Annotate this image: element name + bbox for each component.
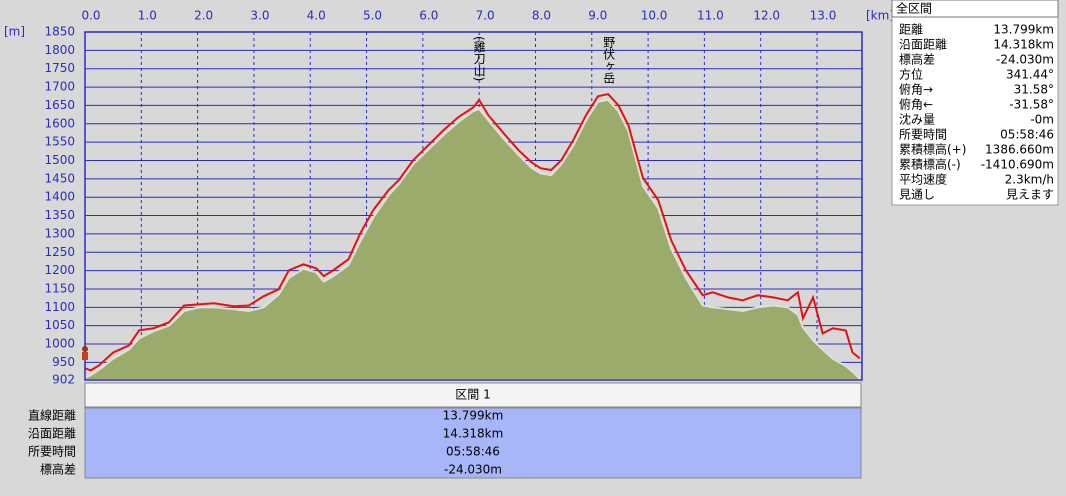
summary-value: 見えます — [1006, 188, 1054, 202]
y-tick-label: 1050 — [44, 318, 75, 332]
x-tick-label: 11.0 — [697, 9, 724, 23]
y-tick-label: 950 — [52, 355, 75, 369]
summary-value: 14.318km — [993, 38, 1054, 52]
summary-value: 31.58° — [1014, 83, 1054, 97]
summary-value: 05:58:46 — [1000, 128, 1054, 142]
x-tick-label: 2.0 — [194, 9, 213, 23]
segment-header: 区間 1 — [455, 388, 490, 402]
summary-label: 見通し — [899, 188, 935, 202]
y-tick-label: 1650 — [44, 98, 75, 112]
y-tick-label: 1350 — [44, 208, 75, 222]
summary-label: 所要時間 — [899, 128, 947, 142]
x-tick-label: 7.0 — [476, 9, 495, 23]
y-tick-label: 1750 — [44, 61, 75, 75]
summary-label: 沿面距離 — [899, 38, 947, 52]
segment-label: 直線距離 — [28, 408, 76, 423]
segment-value: -24.030m — [444, 463, 502, 477]
y-tick-label: 1250 — [44, 245, 75, 259]
track-line — [84, 92, 861, 372]
summary-title-box — [891, 0, 1059, 18]
y-tick-label: 1100 — [44, 300, 75, 314]
terrain-area — [84, 98, 861, 381]
x-tick-label: 3.0 — [250, 9, 269, 23]
segment-label: 沿面距離 — [28, 427, 76, 441]
summary-label: 累積標高(+) — [899, 142, 966, 157]
summary-value: 2.3km/h — [1005, 173, 1054, 187]
x-tick-label: 8.0 — [532, 9, 551, 23]
x-tick-label: 10.0 — [641, 9, 668, 23]
x-tick-label: 12.0 — [753, 9, 780, 23]
y-tick-label: 1000 — [44, 337, 75, 351]
summary-label: 俯角→ — [899, 82, 933, 97]
x-tick-label: 0.0 — [81, 9, 100, 23]
summary-value: -1410.690m — [981, 158, 1054, 172]
summary-value: -24.030m — [996, 53, 1054, 67]
x-tick-label: 4.0 — [307, 9, 326, 23]
summary-value: 341.44° — [1006, 68, 1054, 82]
segment-value: 05:58:46 — [446, 445, 500, 459]
summary-label: 累積標高(-) — [899, 157, 961, 172]
y-tick-label: 1200 — [44, 263, 75, 277]
summary-label: 方位 — [899, 67, 923, 82]
segment-label: 標高差 — [40, 462, 76, 477]
x-tick-label: 13.0 — [810, 9, 837, 23]
y-tick-label: 1700 — [44, 80, 75, 94]
start-icon — [82, 346, 88, 360]
plot-border — [84, 31, 863, 381]
y-tick-label: 1450 — [44, 171, 75, 185]
y-tick-label: 1850 — [44, 25, 75, 39]
x-tick-label: 5.0 — [363, 9, 382, 23]
summary-label: 俯角← — [899, 97, 933, 112]
summary-title: 全区間 — [896, 1, 932, 16]
x-tick-label: 6.0 — [419, 9, 438, 23]
summary-label: 標高差 — [899, 52, 935, 67]
y-tick-label: 1300 — [44, 226, 75, 240]
summary-value: -0m — [1030, 113, 1054, 127]
peak-label: (雞刀山) — [472, 36, 486, 81]
x-tick-label: 9.0 — [588, 9, 607, 23]
y-tick-label: 1400 — [44, 190, 75, 204]
x-tick-label: 1.0 — [138, 9, 157, 23]
x-unit: [km] — [866, 9, 894, 23]
y-tick-label: 1600 — [44, 116, 75, 130]
y-tick-label: 1800 — [44, 43, 75, 57]
summary-label: 平均速度 — [899, 172, 947, 187]
segment-body — [84, 407, 862, 479]
tables: 距離 13.799km 沿面距離 14.318km 標高差 -24.030m 方位 341.4… — [28, 23, 1054, 477]
segment-header-box — [84, 382, 862, 408]
summary-value: -31.58° — [1009, 98, 1054, 112]
y-tick-label: 902 — [52, 373, 75, 387]
segment-label: 所要時間 — [28, 445, 76, 459]
peak-label: 野伏ヶ岳 — [602, 36, 616, 84]
summary-label: 沈み量 — [899, 112, 935, 127]
summary-panel — [891, 0, 1059, 206]
segment-value: 13.799km — [443, 409, 504, 423]
summary-value: 13.799km — [993, 23, 1054, 37]
segment-value: 14.318km — [443, 427, 504, 441]
y-tick-label: 1150 — [44, 281, 75, 295]
y-unit: [m] — [4, 25, 25, 39]
y-tick-label: 1500 — [44, 153, 75, 167]
y-tick-label: 1550 — [44, 135, 75, 149]
summary-value: 1386.660m — [985, 143, 1054, 157]
summary-label: 距離 — [899, 23, 923, 37]
